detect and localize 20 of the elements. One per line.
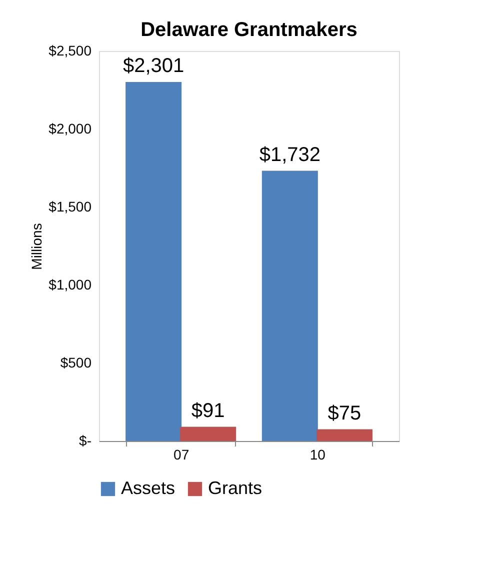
y-tick-label: $1,500 bbox=[48, 198, 92, 214]
y-tick-label: $1,000 bbox=[48, 276, 92, 292]
bar bbox=[262, 170, 318, 441]
legend-label: Grants bbox=[208, 478, 262, 498]
data-label: $75 bbox=[328, 402, 362, 424]
bar bbox=[126, 82, 182, 441]
data-label: $91 bbox=[191, 400, 225, 422]
data-label: $1,732 bbox=[259, 144, 320, 166]
x-tick-label: 07 bbox=[174, 446, 190, 462]
legend-label: Assets bbox=[121, 478, 176, 498]
y-tick-label: $2,000 bbox=[48, 120, 92, 136]
y-axis-title: Millions bbox=[28, 223, 45, 270]
x-tick-label: 10 bbox=[310, 446, 326, 462]
bar bbox=[316, 429, 372, 441]
y-tick-label: $500 bbox=[60, 354, 92, 370]
bar bbox=[180, 426, 236, 441]
y-tick-label: $2,500 bbox=[48, 42, 92, 58]
y-tick-label: $- bbox=[79, 432, 92, 448]
chart-title: Delaware Grantmakers bbox=[140, 19, 358, 41]
data-label: $2,301 bbox=[122, 55, 184, 78]
